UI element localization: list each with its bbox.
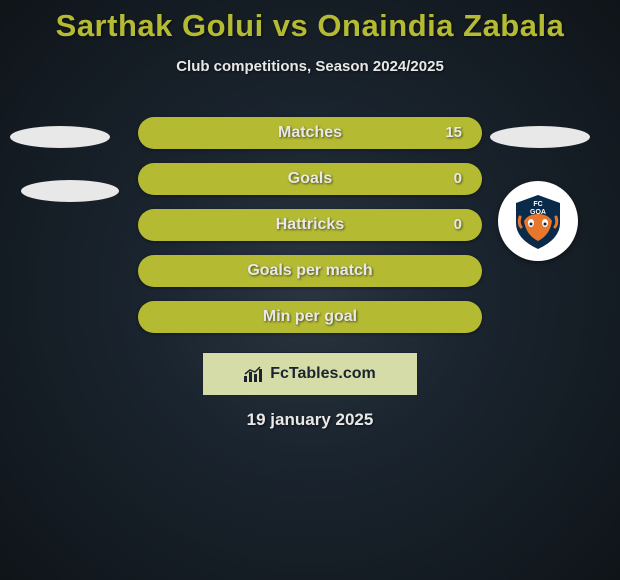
bar-label: Matches	[138, 117, 482, 149]
bar-value: 0	[454, 163, 462, 195]
stat-bar: Goals per match	[138, 255, 482, 287]
subtitle: Club competitions, Season 2024/2025	[0, 58, 620, 75]
bar-value: 0	[454, 209, 462, 241]
fctables-label: FcTables.com	[270, 365, 376, 383]
bar-value: 15	[445, 117, 462, 149]
club-logo-inner: FC GOA	[508, 191, 568, 251]
club-logo-right: FC GOA	[498, 181, 578, 261]
date-label: 19 january 2025	[247, 410, 374, 430]
fctables-branding: FcTables.com	[202, 352, 418, 396]
stat-bar: Min per goal	[138, 301, 482, 333]
stat-bar: Goals 0	[138, 163, 482, 195]
bar-label: Hattricks	[138, 209, 482, 241]
stat-bar: Matches 15	[138, 117, 482, 149]
main-container: Sarthak Golui vs Onaindia Zabala Club co…	[0, 0, 620, 580]
chart-icon	[244, 366, 264, 382]
bar-label: Min per goal	[138, 301, 482, 333]
page-title: Sarthak Golui vs Onaindia Zabala	[0, 0, 620, 44]
fc-goa-shield-icon: FC GOA	[508, 191, 568, 251]
stat-bar: Hattricks 0	[138, 209, 482, 241]
logo-text-top: FC	[533, 201, 542, 208]
bar-label: Goals per match	[138, 255, 482, 287]
bar-label: Goals	[138, 163, 482, 195]
